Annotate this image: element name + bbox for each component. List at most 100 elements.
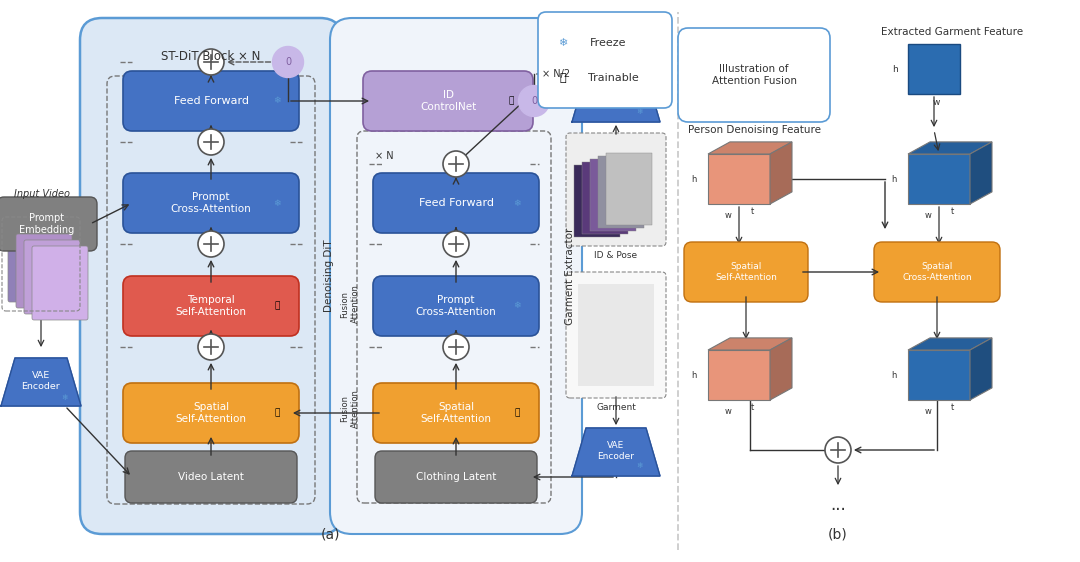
Text: h: h	[691, 371, 697, 380]
Text: Fusion
Attention: Fusion Attention	[340, 284, 360, 324]
Text: t: t	[751, 404, 754, 413]
Bar	[606, 153, 652, 225]
Bar	[578, 284, 654, 386]
FancyBboxPatch shape	[684, 242, 808, 302]
FancyBboxPatch shape	[566, 133, 666, 246]
FancyBboxPatch shape	[678, 28, 831, 122]
Circle shape	[443, 151, 469, 177]
Text: Freeze: Freeze	[590, 38, 626, 48]
Text: Feed Forward: Feed Forward	[174, 96, 248, 106]
Text: ID
ControlNet: ID ControlNet	[420, 90, 476, 112]
FancyBboxPatch shape	[8, 228, 64, 302]
Text: VAE
Encoder: VAE Encoder	[597, 441, 635, 461]
Text: Denoising DiT: Denoising DiT	[324, 239, 334, 312]
Circle shape	[443, 334, 469, 360]
Bar	[908, 44, 960, 94]
Text: Prompt
Cross-Attention: Prompt Cross-Attention	[171, 192, 252, 214]
Text: ❄: ❄	[637, 461, 644, 470]
FancyBboxPatch shape	[373, 276, 539, 336]
FancyBboxPatch shape	[874, 242, 1000, 302]
FancyBboxPatch shape	[80, 18, 342, 534]
Text: 🔥: 🔥	[274, 301, 280, 310]
FancyBboxPatch shape	[123, 71, 299, 131]
Polygon shape	[572, 428, 660, 476]
Text: Trainable: Trainable	[588, 73, 638, 83]
Text: t: t	[950, 207, 954, 216]
Polygon shape	[770, 338, 792, 400]
FancyBboxPatch shape	[373, 383, 539, 443]
Text: 0: 0	[285, 57, 292, 67]
Circle shape	[198, 231, 224, 257]
Bar	[573, 165, 620, 237]
Text: h: h	[892, 65, 897, 74]
Text: ❄: ❄	[513, 198, 521, 207]
Text: Garment Extractor: Garment Extractor	[565, 227, 575, 325]
FancyBboxPatch shape	[123, 276, 299, 336]
Bar	[582, 162, 627, 234]
Text: Fusion
Attention: Fusion Attention	[340, 389, 360, 428]
Circle shape	[272, 47, 303, 78]
FancyBboxPatch shape	[0, 197, 97, 251]
Text: Spatial
Self-Attention: Spatial Self-Attention	[715, 262, 777, 282]
Text: h: h	[691, 175, 697, 184]
Text: ❄: ❄	[637, 107, 644, 116]
Text: × N: × N	[375, 151, 393, 161]
FancyBboxPatch shape	[24, 240, 80, 314]
Text: Feed Forward: Feed Forward	[419, 198, 494, 208]
Text: Prompt
Cross-Attention: Prompt Cross-Attention	[416, 295, 497, 317]
Polygon shape	[708, 142, 792, 154]
Text: w: w	[932, 97, 940, 107]
Polygon shape	[970, 142, 993, 204]
Text: w: w	[924, 211, 931, 220]
Bar	[908, 350, 970, 400]
FancyBboxPatch shape	[123, 173, 299, 233]
Polygon shape	[970, 338, 993, 400]
Bar	[598, 156, 644, 228]
Circle shape	[198, 334, 224, 360]
Text: ❄: ❄	[558, 38, 568, 48]
FancyBboxPatch shape	[123, 383, 299, 443]
Text: ST-DiT Block × N: ST-DiT Block × N	[161, 51, 260, 64]
Text: 🔥: 🔥	[559, 73, 566, 83]
Polygon shape	[572, 74, 660, 122]
Text: ID & Pose: ID & Pose	[594, 251, 637, 260]
Text: (a): (a)	[321, 527, 340, 541]
Text: w: w	[924, 406, 931, 415]
Text: Spatial
Self-Attention: Spatial Self-Attention	[420, 402, 491, 424]
Text: Person Denoising Feature: Person Denoising Feature	[689, 125, 822, 135]
Text: Garment: Garment	[596, 402, 636, 411]
Circle shape	[825, 437, 851, 463]
Text: h: h	[891, 175, 896, 184]
Text: w: w	[725, 406, 731, 415]
Text: ❄: ❄	[273, 97, 281, 106]
Text: VAE
Encoder: VAE Encoder	[597, 87, 635, 107]
Polygon shape	[908, 142, 993, 154]
Text: 🔥: 🔥	[514, 409, 519, 418]
FancyBboxPatch shape	[373, 173, 539, 233]
Text: Input Video: Input Video	[14, 189, 70, 199]
Text: Illustration of
Attention Fusion: Illustration of Attention Fusion	[712, 64, 797, 86]
Text: w: w	[725, 211, 731, 220]
Text: Prompt
Embedding: Prompt Embedding	[19, 213, 75, 235]
Text: VAE
Encoder: VAE Encoder	[22, 371, 60, 391]
FancyBboxPatch shape	[32, 246, 87, 320]
Text: Video Latent: Video Latent	[178, 472, 244, 482]
Text: t: t	[751, 207, 754, 216]
Text: ❄: ❄	[273, 198, 281, 207]
Bar	[708, 154, 770, 204]
FancyBboxPatch shape	[363, 71, 534, 131]
Text: Clothing Latent: Clothing Latent	[416, 472, 496, 482]
Text: 🔥: 🔥	[509, 97, 514, 106]
Text: Spatial
Cross-Attention: Spatial Cross-Attention	[902, 262, 972, 282]
FancyBboxPatch shape	[538, 12, 672, 108]
Polygon shape	[708, 338, 792, 350]
FancyBboxPatch shape	[125, 451, 297, 503]
Bar	[908, 154, 970, 204]
Text: t: t	[950, 404, 954, 413]
Circle shape	[443, 231, 469, 257]
Circle shape	[198, 49, 224, 75]
Text: Spatial
Self-Attention: Spatial Self-Attention	[176, 402, 246, 424]
FancyBboxPatch shape	[16, 234, 72, 308]
Text: h: h	[891, 371, 896, 380]
Polygon shape	[908, 338, 993, 350]
